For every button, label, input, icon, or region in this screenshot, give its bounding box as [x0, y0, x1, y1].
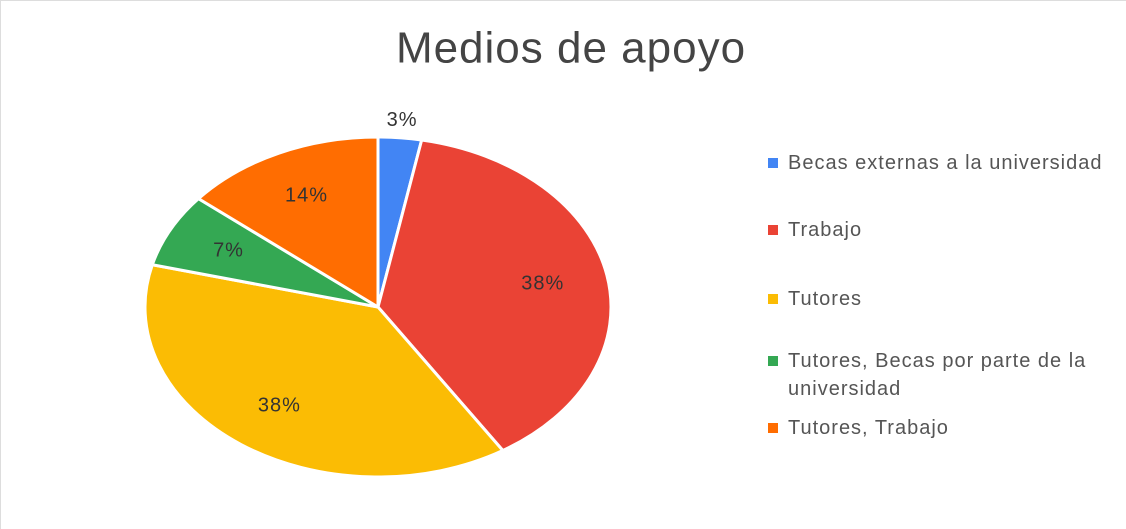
legend-label: Becas externas a la universidad — [788, 152, 1103, 174]
legend-entry: Tutores — [768, 285, 1108, 313]
legend-label: Tutores, Becas por parte de la universid… — [788, 350, 1087, 400]
legend-swatch — [768, 158, 778, 168]
pie-slice — [143, 263, 506, 479]
legend-entry: Tutores, Trabajo — [768, 414, 1108, 442]
legend-label: Tutores, Trabajo — [788, 417, 949, 439]
legend-entry: Tutores, Becas por parte de la universid… — [768, 347, 1108, 403]
legend-swatch — [768, 225, 778, 235]
legend-label: Trabajo — [788, 219, 863, 241]
legend-swatch — [768, 294, 778, 304]
legend-entry: Trabajo — [768, 216, 1108, 244]
pie-slice — [195, 135, 380, 310]
pie-slice — [150, 196, 379, 309]
legend-entry: Becas externas a la universidad — [768, 149, 1108, 177]
data-label: 7% — [213, 240, 244, 262]
data-label: 38% — [258, 394, 301, 416]
data-label: 14% — [285, 185, 328, 207]
data-label: 38% — [521, 272, 564, 294]
legend-swatch — [768, 423, 778, 433]
legend-label: Tutores — [788, 288, 863, 310]
data-label: 3% — [387, 109, 418, 131]
legend-swatch — [768, 356, 778, 366]
chart-title: Medios de apoyo — [396, 24, 746, 73]
